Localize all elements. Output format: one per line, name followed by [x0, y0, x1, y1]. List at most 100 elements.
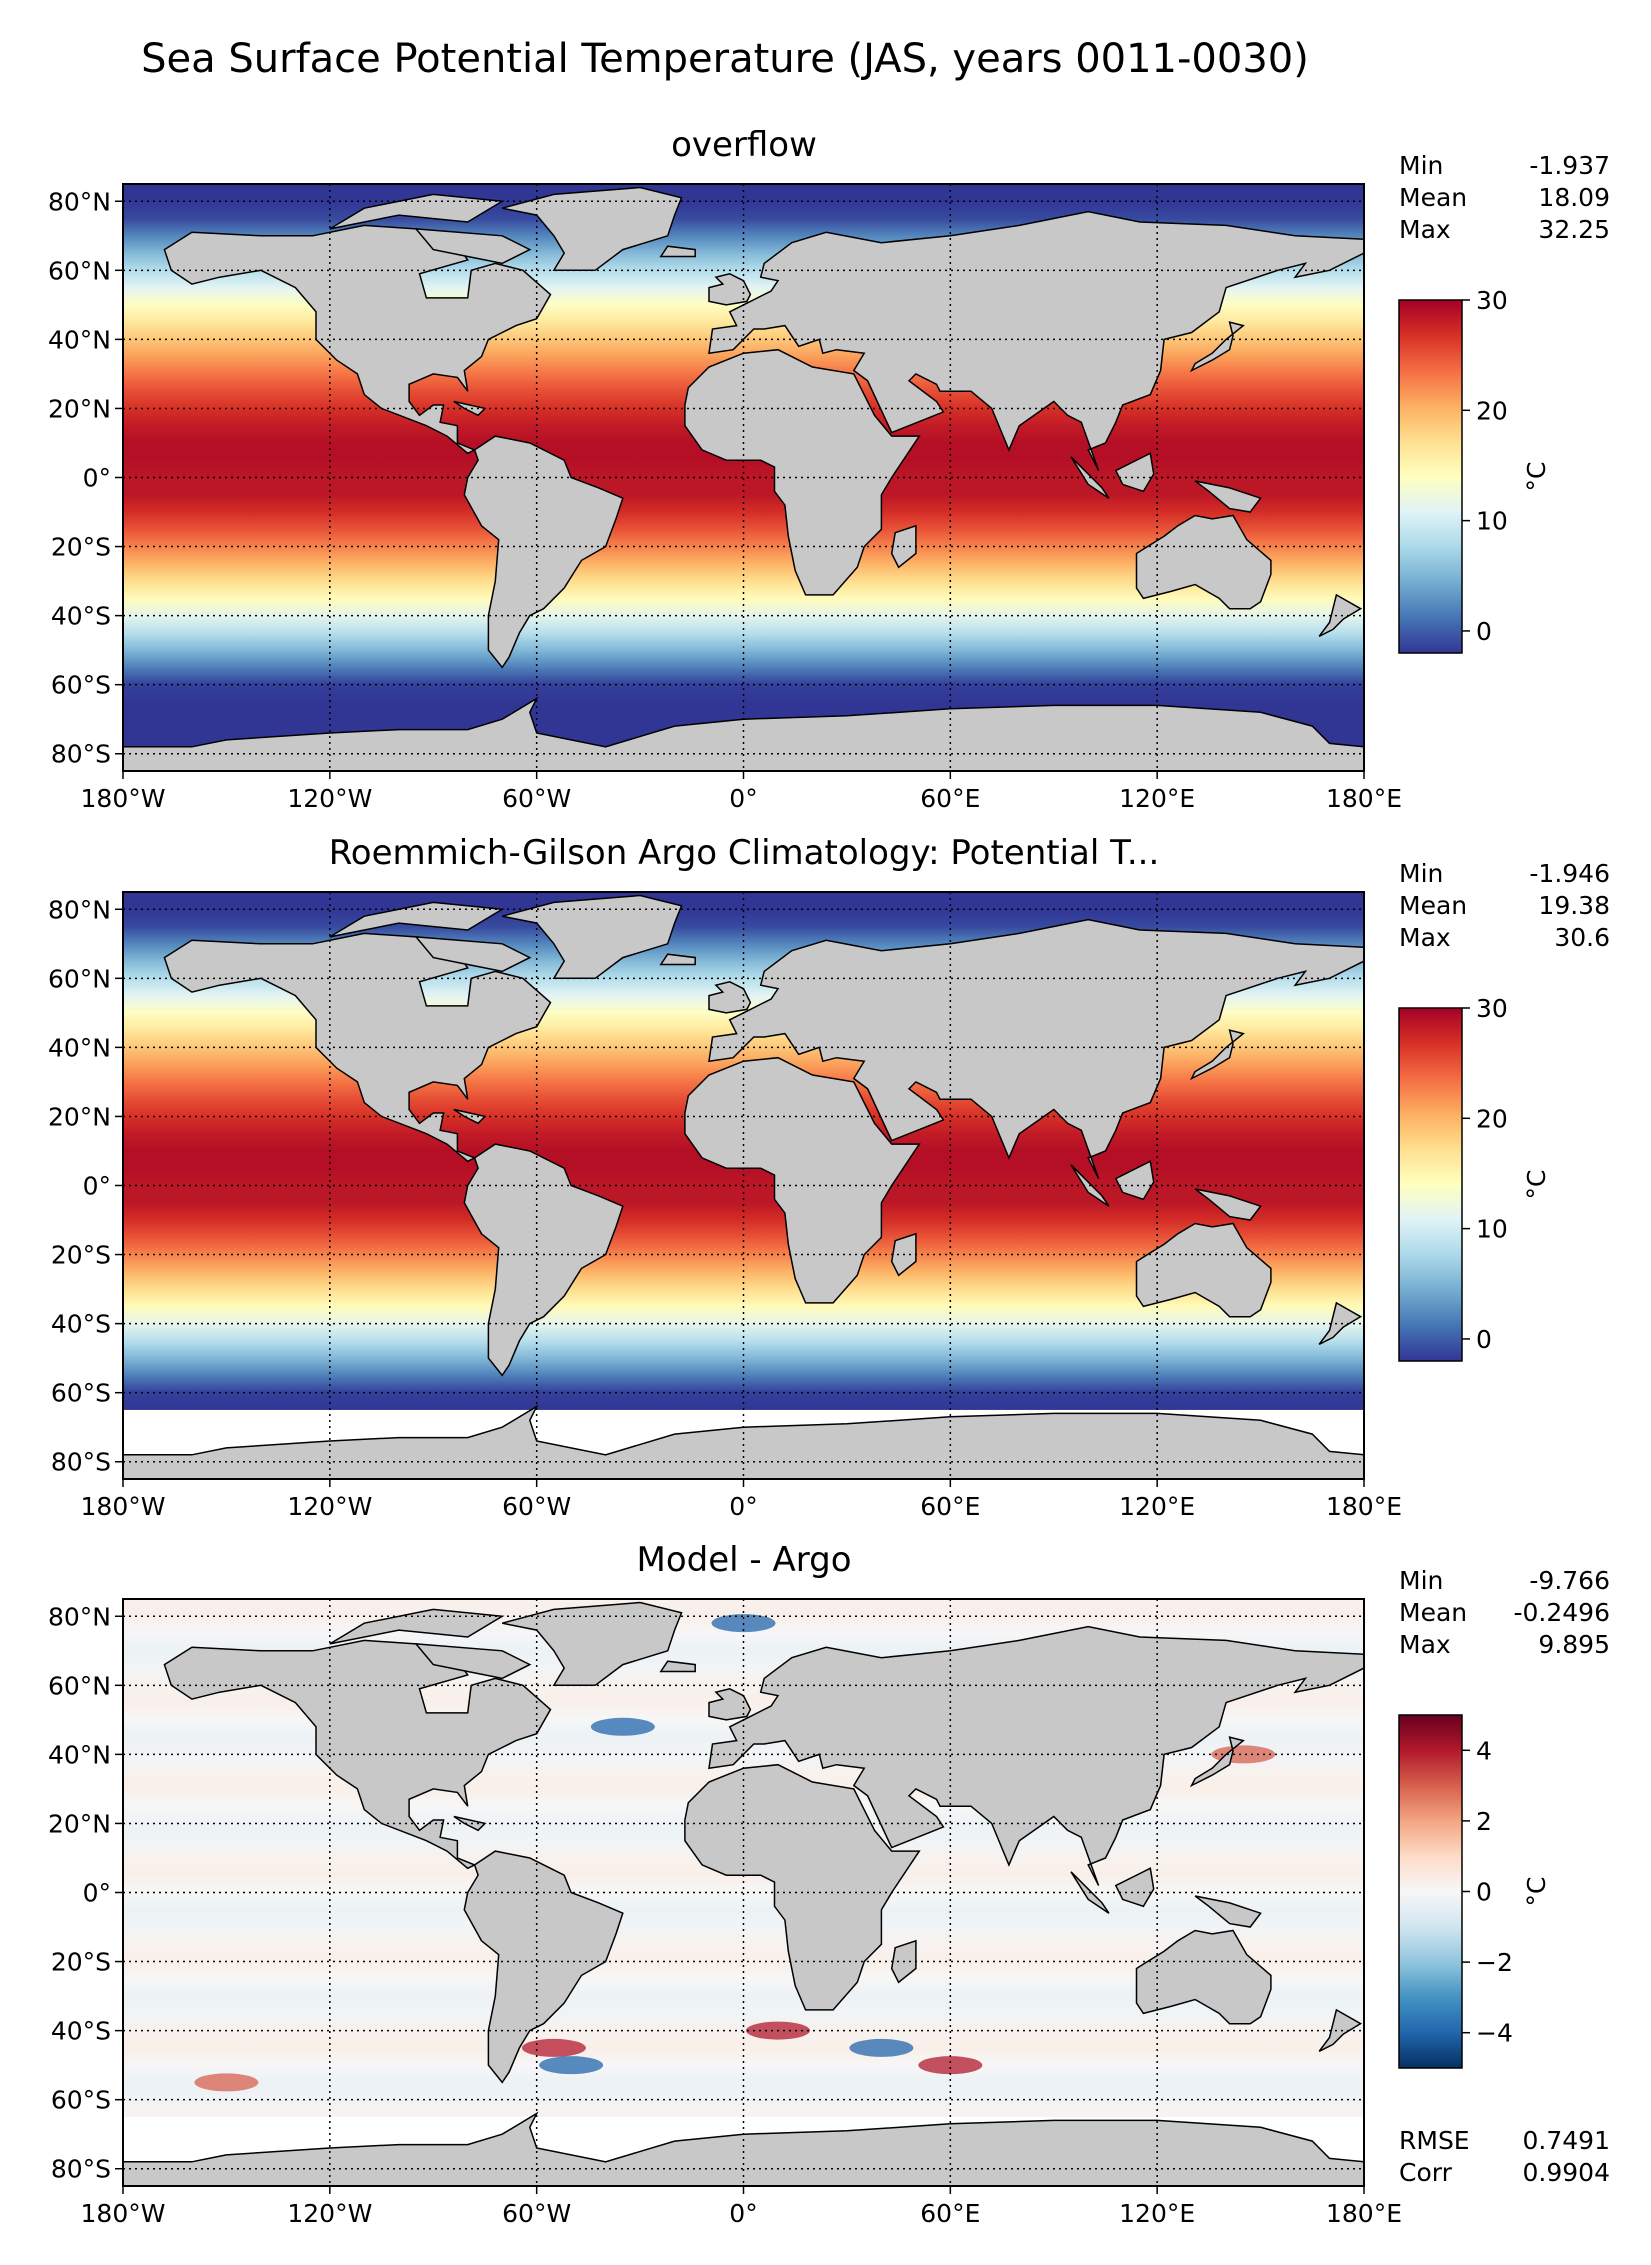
- landmass: [123, 696, 1364, 771]
- landmass: [1114, 1867, 1155, 1908]
- x-tick-label: 0°: [729, 1492, 757, 1521]
- stats-box: Min -1.937 Mean 18.09 Max 32.25: [1399, 151, 1610, 244]
- stat-label: Max: [1399, 1630, 1451, 1659]
- landmass: [1114, 1160, 1155, 1201]
- landmass: [708, 1625, 1364, 1886]
- colorbar-tick-label: 0: [1476, 1878, 1492, 1907]
- landmass: [684, 1056, 921, 1304]
- y-tick-label: 20°S: [51, 533, 111, 562]
- y-axis: 80°N 60°N 40°N 20°N 0° 20°S 40°S 60°S 80…: [48, 187, 123, 769]
- x-tick-label: 60°W: [502, 784, 571, 813]
- y-tick-label: 80°N: [48, 895, 111, 924]
- y-tick-label: 40°S: [51, 602, 111, 631]
- landmass: [1318, 2008, 1363, 2052]
- x-tick-label: 60°W: [502, 1492, 571, 1521]
- colorbar-tick-label: 2: [1476, 1807, 1492, 1836]
- x-tick-label: 120°E: [1119, 784, 1195, 813]
- x-tick-label: 180°E: [1326, 2199, 1402, 2228]
- colorbar-gradient: [1398, 299, 1463, 654]
- colorbar-tick-label: 0: [1476, 1325, 1492, 1354]
- stat-value: -9.766: [1529, 1566, 1610, 1595]
- landmass: [453, 1108, 487, 1125]
- y-tick-label: 60°N: [48, 964, 111, 993]
- landmass: [502, 1601, 683, 1687]
- y-tick-label: 20°N: [48, 1809, 111, 1838]
- y-tick-label: 40°S: [51, 1310, 111, 1339]
- landmass: [453, 1815, 487, 1832]
- colorbar-label: °C: [1522, 462, 1551, 492]
- stat-value: -1.937: [1529, 151, 1610, 180]
- land-masses: [123, 1601, 1364, 2186]
- gridlines: [123, 892, 1364, 1479]
- x-axis: 180°W 120°W 60°W 0° 60°E 120°E 180°E: [81, 1479, 1402, 1521]
- colorbar-gradient: [1398, 1007, 1463, 1362]
- gridlines: [123, 1599, 1364, 2186]
- x-tick-label: 180°W: [81, 784, 166, 813]
- stat-value: 19.38: [1538, 891, 1610, 920]
- landmass: [502, 186, 683, 272]
- x-tick-label: 120°W: [287, 2199, 372, 2228]
- stat-label: Mean: [1399, 891, 1467, 920]
- x-tick-label: 180°W: [81, 2199, 166, 2228]
- x-axis: 180°W 120°W 60°W 0° 60°E 120°E 180°E: [81, 2186, 1402, 2228]
- colorbar-tick-label: 30: [1476, 994, 1508, 1023]
- landmass: [684, 348, 921, 596]
- y-axis: 80°N 60°N 40°N 20°N 0° 20°S 40°S 60°S 80…: [48, 895, 123, 1477]
- landmass: [1135, 1929, 1272, 2025]
- stat-label: Max: [1399, 215, 1451, 244]
- y-axis: 80°N 60°N 40°N 20°N 0° 20°S 40°S 60°S 80…: [48, 1602, 123, 2184]
- x-tick-label: 60°E: [920, 784, 980, 813]
- landmass: [708, 1688, 752, 1721]
- x-tick-label: 60°E: [920, 1492, 980, 1521]
- colorbar-tick-label: −2: [1476, 1948, 1513, 1977]
- landmass: [123, 2111, 1364, 2186]
- colorbar: 4 2 0 −2 −4 °C: [1398, 1714, 1551, 2069]
- stat-value: 18.09: [1538, 183, 1610, 212]
- y-tick-label: 40°N: [48, 325, 111, 354]
- stat-label: Max: [1399, 923, 1451, 952]
- anomaly-blob: [918, 2056, 983, 2075]
- stat-value: 9.895: [1538, 1630, 1610, 1659]
- metric-value: 0.7491: [1523, 2126, 1610, 2155]
- map-area: [122, 891, 1365, 1480]
- landmass: [1135, 1222, 1272, 1318]
- colorbar-gradient: [1398, 1714, 1463, 2069]
- y-tick-label: 0°: [83, 1172, 111, 1201]
- metrics-box: RMSE 0.7491 Corr 0.9904: [1399, 2126, 1610, 2187]
- landmass: [684, 1763, 921, 2011]
- x-tick-label: 60°W: [502, 2199, 571, 2228]
- map-area: [122, 183, 1365, 772]
- y-tick-label: 0°: [83, 1879, 111, 1908]
- stat-value: 30.6: [1554, 923, 1610, 952]
- figure-title: Sea Surface Potential Temperature (JAS, …: [141, 36, 1309, 82]
- x-axis: 180°W 120°W 60°W 0° 60°E 120°E 180°E: [81, 771, 1402, 813]
- stats-box: Min -1.946 Mean 19.38 Max 30.6: [1399, 859, 1610, 952]
- y-tick-label: 20°S: [51, 1241, 111, 1270]
- panel-title: Model - Argo: [637, 1540, 852, 1580]
- x-tick-label: 180°E: [1326, 1492, 1402, 1521]
- colorbar-tick-label: 0: [1476, 617, 1492, 646]
- panel-title: Roemmich-Gilson Argo Climatology: Potent…: [329, 833, 1160, 873]
- metric-value: 0.9904: [1523, 2158, 1610, 2187]
- y-tick-label: 40°N: [48, 1740, 111, 1769]
- y-tick-label: 80°S: [51, 740, 111, 769]
- colorbar-tick-label: 20: [1476, 1104, 1508, 1133]
- landmass: [463, 1143, 624, 1377]
- colorbar-tick-label: 10: [1476, 507, 1508, 536]
- y-tick-label: 0°: [83, 464, 111, 493]
- colorbar: 0 10 20 30 °C: [1398, 286, 1551, 654]
- landmass: [1194, 1188, 1262, 1221]
- land-masses: [123, 894, 1364, 1479]
- y-tick-label: 40°S: [51, 2017, 111, 2046]
- x-tick-label: 120°E: [1119, 1492, 1195, 1521]
- landmass: [1135, 514, 1272, 610]
- landmass: [453, 400, 487, 417]
- x-tick-label: 120°W: [287, 784, 372, 813]
- landmass: [1189, 1029, 1245, 1081]
- landmass: [1318, 593, 1363, 637]
- stat-label: Min: [1399, 151, 1443, 180]
- x-tick-label: 180°E: [1326, 784, 1402, 813]
- landmass: [1194, 480, 1262, 513]
- stats-box: Min -9.766 Mean -0.2496 Max 9.895: [1399, 1566, 1610, 1659]
